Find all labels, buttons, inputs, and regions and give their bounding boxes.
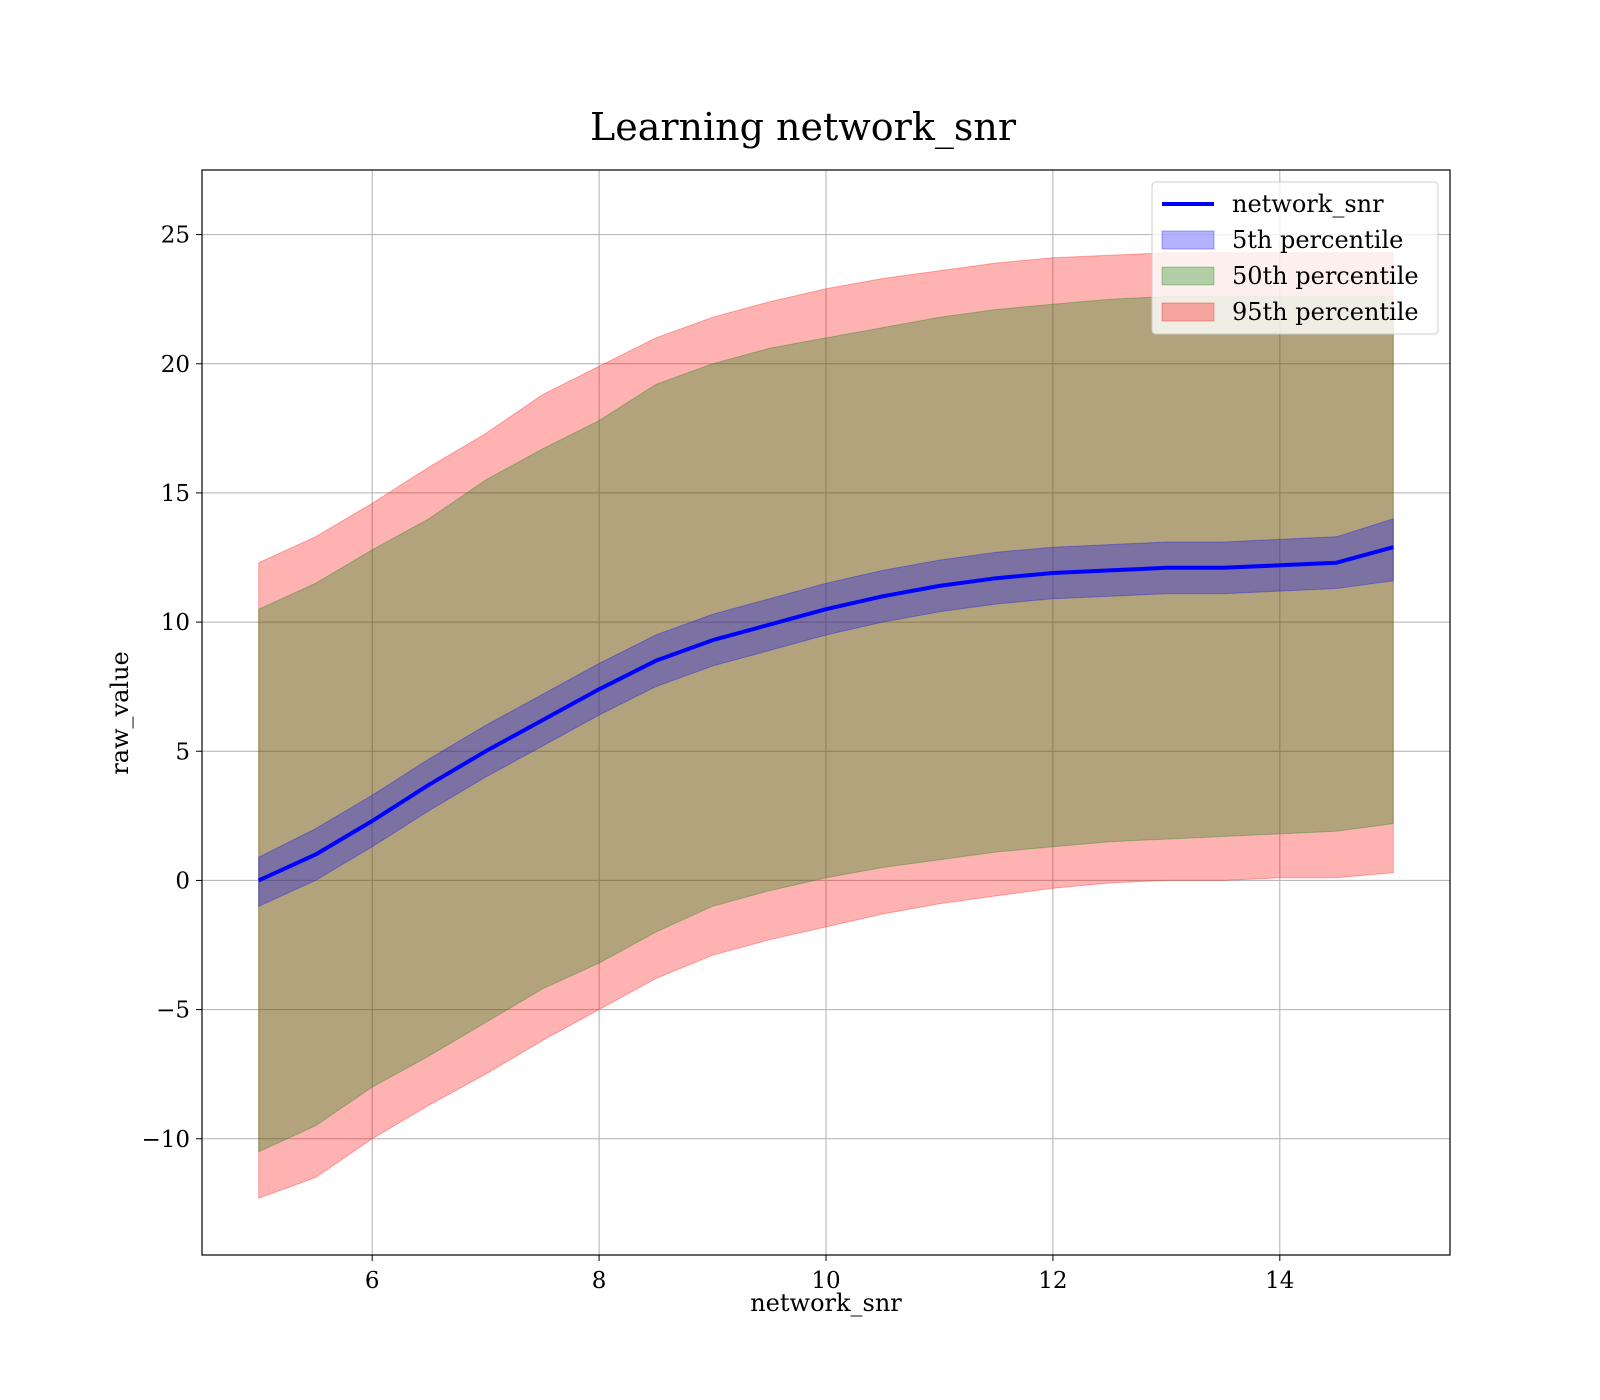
legend-swatch-5th-percentile: [1161, 230, 1215, 250]
y-tick-label: 15: [161, 481, 190, 507]
band-5th-percentile: [258, 518, 1394, 908]
y-axis-label: raw_value: [106, 651, 134, 775]
legend-swatch-50th-percentile: [1161, 266, 1215, 286]
y-tick-label: −10: [141, 1127, 190, 1153]
legend: network_snr 5th percentile 50th percentile…: [1151, 181, 1439, 335]
legend-label-50th-percentile: 50th percentile: [1232, 262, 1419, 290]
legend-label-95th-percentile: 95th percentile: [1232, 298, 1419, 326]
x-tick-label: 10: [811, 1268, 840, 1294]
y-tick-label: 5: [175, 739, 190, 765]
x-tick-label: 12: [1038, 1268, 1067, 1294]
percentile-bands: [258, 252, 1394, 1199]
x-axis-ticks: 6 8 10 12 14: [365, 1255, 1294, 1294]
y-tick-label: −5: [156, 998, 190, 1024]
x-tick-label: 14: [1265, 1268, 1294, 1294]
legend-box: [1151, 181, 1439, 335]
legend-label-5th-percentile: 5th percentile: [1232, 226, 1403, 254]
series-lines: [257, 545, 1394, 883]
legend-label-network-snr: network_snr: [1232, 190, 1384, 218]
band-95th-percentile: [258, 252, 1394, 1199]
line-network-snr: [257, 545, 1394, 883]
x-axis-label: network_snr: [750, 1289, 902, 1317]
chart-title: Learning network_snr: [590, 105, 1017, 150]
y-tick-label: 0: [175, 868, 190, 894]
x-tick-label: 6: [365, 1268, 380, 1294]
y-tick-label: 10: [161, 610, 190, 636]
band-50th-percentile: [258, 296, 1394, 1153]
y-axis-ticks: −10 −5 0 5 10 15 20 25: [141, 223, 202, 1153]
y-tick-label: 20: [161, 352, 190, 378]
x-tick-label: 8: [592, 1268, 607, 1294]
legend-swatch-95th-percentile: [1161, 302, 1215, 322]
y-tick-label: 25: [161, 223, 190, 249]
